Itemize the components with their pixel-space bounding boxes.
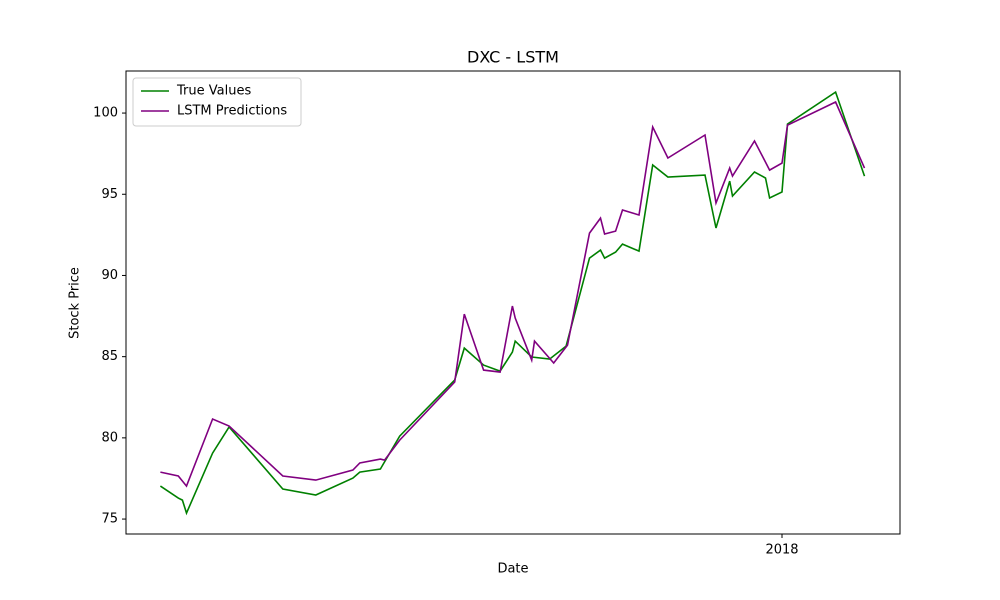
series-line — [159, 90, 866, 516]
x-axis-label: Date — [497, 562, 528, 577]
legend-label: LSTM Predictions — [177, 104, 287, 119]
y-tick-label: 85 — [101, 349, 118, 364]
y-tick-label: 75 — [101, 512, 118, 527]
legend-box — [132, 77, 302, 127]
series-line — [160, 100, 866, 488]
y-tick-label: 100 — [93, 106, 118, 121]
plot-frame — [125, 70, 901, 535]
legend-label: True Values — [176, 84, 251, 99]
y-axis-label: Stock Price — [68, 267, 83, 339]
y-tick-label: 80 — [101, 430, 118, 445]
y-tick-label: 95 — [101, 187, 118, 202]
chart-title: DXC - LSTM — [467, 48, 559, 67]
x-tick-label: 2018 — [765, 543, 798, 558]
y-tick-label: 90 — [101, 268, 118, 283]
